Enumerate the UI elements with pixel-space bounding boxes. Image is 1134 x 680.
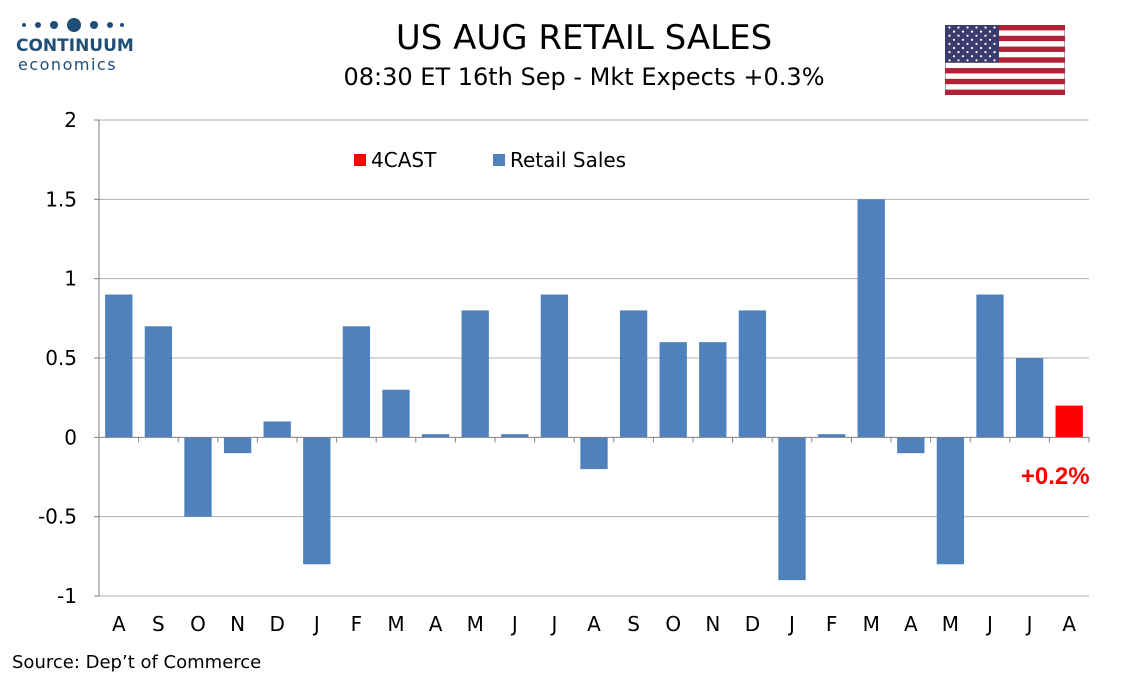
retail-sales-bar	[817, 434, 846, 438]
x-tick-label: F	[351, 612, 363, 636]
x-tick-label: M	[863, 612, 880, 636]
legend-label: 4CAST	[371, 148, 437, 172]
x-tick-label: S	[627, 612, 640, 636]
retail-sales-bar	[936, 437, 965, 565]
retail-sales-bar	[342, 326, 371, 438]
retail-sales-bar	[540, 294, 569, 438]
x-tick-label: A	[587, 612, 601, 636]
retail-sales-bar	[263, 421, 291, 438]
x-tick-label: J	[312, 612, 320, 636]
x-tick-label: D	[745, 612, 760, 636]
chart-subtitle: 08:30 ET 16th Sep - Mkt Expects +0.3%	[343, 63, 825, 91]
x-tick-label: M	[942, 612, 959, 636]
us-flag-icon	[945, 25, 1065, 95]
retail-sales-bar	[778, 437, 806, 581]
y-tick-label: 2	[64, 108, 77, 132]
retail-sales-bar	[223, 437, 252, 454]
legend-label: Retail Sales	[510, 148, 626, 172]
forecast-bar	[1055, 405, 1083, 438]
retail-sales-bar	[699, 342, 727, 438]
retail-sales-bar	[461, 310, 489, 438]
x-tick-label: S	[152, 612, 165, 636]
legend-swatch	[354, 154, 366, 166]
x-tick-label: M	[467, 612, 484, 636]
forecast-annotation: +0.2%	[1021, 463, 1090, 490]
x-tick-label: A	[112, 612, 126, 636]
x-tick-label: O	[665, 612, 681, 636]
retail-sales-bar	[501, 434, 529, 438]
y-tick-label: -0.5	[38, 505, 77, 529]
x-tick-label: A	[904, 612, 918, 636]
y-tick-label: 1	[64, 267, 77, 291]
legend-swatch	[493, 154, 505, 166]
source-note: Source: Dep’t of Commerce	[12, 652, 262, 673]
y-tick-label: 1.5	[45, 187, 77, 211]
x-tick-label: J	[787, 612, 795, 636]
retail-sales-bar	[738, 310, 767, 438]
retail-sales-bar	[184, 437, 212, 517]
x-tick-label: N	[230, 612, 245, 636]
y-tick-label: -1	[57, 584, 77, 608]
y-tick-label: 0	[64, 425, 77, 449]
retail-sales-bar	[857, 199, 885, 438]
x-tick-label: M	[387, 612, 404, 636]
retail-sales-bar	[303, 437, 331, 565]
x-tick-label: N	[705, 612, 720, 636]
retail-sales-bar	[976, 294, 1004, 438]
retail-sales-bar	[619, 310, 648, 438]
x-tick-label: J	[510, 612, 518, 636]
retail-sales-bar	[105, 294, 133, 438]
x-tick-label: D	[269, 612, 284, 636]
logo-sub: economics	[18, 55, 118, 74]
x-tick-label: O	[190, 612, 206, 636]
continuum-logo: CONTINUUM economics	[12, 14, 137, 76]
x-tick-label: J	[1025, 612, 1033, 636]
retail-sales-bar	[897, 437, 925, 454]
logo-name: CONTINUUM	[16, 36, 134, 56]
x-tick-label: F	[826, 612, 838, 636]
x-tick-label: A	[429, 612, 443, 636]
x-tick-label: J	[985, 612, 993, 636]
retail-sales-bar	[421, 434, 450, 438]
retail-sales-bar	[382, 389, 410, 438]
x-tick-label: J	[549, 612, 557, 636]
x-tick-label: A	[1062, 612, 1076, 636]
retail-sales-bar	[144, 326, 173, 438]
logo-dots-icon	[22, 18, 124, 32]
retail-sales-bar	[580, 437, 608, 470]
retail-sales-bar	[1015, 358, 1044, 438]
y-tick-label: 0.5	[45, 346, 77, 370]
chart-title: US AUG RETAIL SALES	[395, 18, 773, 58]
retail-sales-bar	[659, 342, 687, 438]
